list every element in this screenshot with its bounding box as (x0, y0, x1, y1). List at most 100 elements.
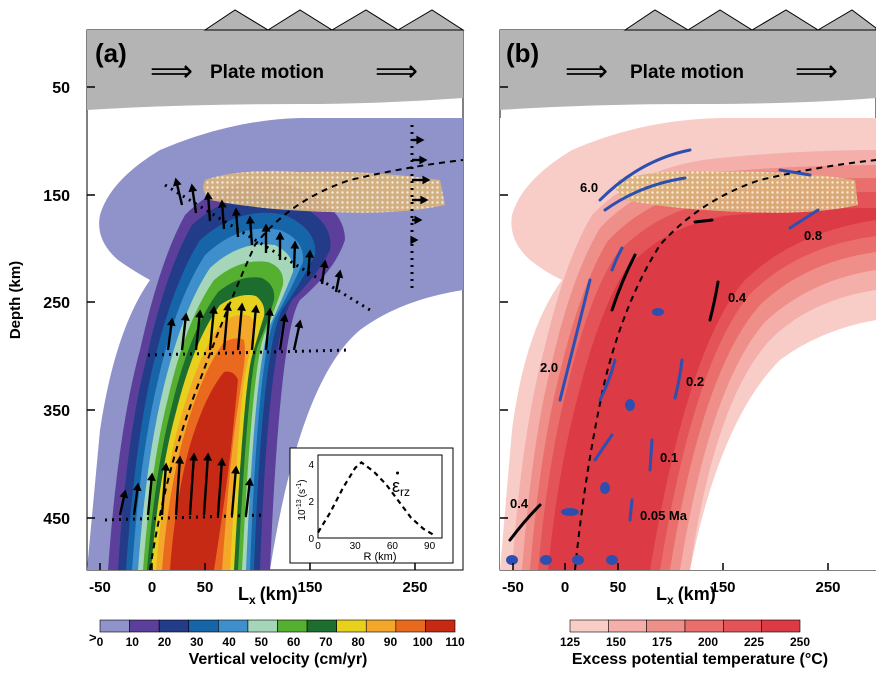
colorbar-swatch (365, 619, 397, 633)
contour-label-0-2: 0.2 (686, 374, 704, 389)
contour-label-0-05: 0.05 Ma (640, 508, 688, 523)
colorbar-swatch (608, 619, 647, 633)
velocity-arrowhead (251, 304, 260, 313)
velocity-arrowhead (420, 195, 429, 205)
velocity-arrowhead (166, 317, 176, 327)
y-tick-label: 450 (43, 511, 70, 528)
velocity-arrow (188, 454, 196, 516)
panel-b-black-isochrons (508, 218, 720, 542)
velocity-arrowhead (290, 240, 300, 249)
x-tick-label: -50 (502, 579, 524, 596)
colorbar-tick: 60 (287, 635, 301, 649)
y-axis-title: Depth (km) (7, 261, 24, 339)
contour-label-2-0: 2.0 (540, 360, 558, 375)
velocity-arrowhead (246, 215, 255, 224)
colorbar-tick: 125 (560, 635, 580, 649)
colorbar-swatch (158, 619, 190, 633)
temperature-colorbar: 125 150 175 200 225 250 Excess potential temp… (560, 619, 828, 668)
panel-a-label: (a) (95, 38, 127, 68)
panel-b-plume-axis (574, 159, 876, 570)
inset-x-tick: 0 (315, 541, 321, 552)
panel-b-plate-motion-arrow-left: ⟹ (565, 55, 608, 88)
inset-frame (289, 447, 454, 564)
velocity-arrowhead (416, 135, 425, 145)
velocity-arrowhead (189, 452, 199, 461)
inset-x-tick: 90 (424, 541, 436, 552)
velocity-arrow (180, 314, 188, 351)
colorbar-tick: 200 (698, 635, 718, 649)
inset-ticks: 0 2 4 0 30 60 90 (308, 460, 435, 552)
velocity-arrow (194, 311, 202, 351)
colorbar-tick: 100 (413, 635, 433, 649)
colorbar-tick: 175 (652, 635, 672, 649)
inset-strain-rate-curve (317, 460, 437, 538)
y-tick-label: 350 (43, 403, 70, 420)
x-tick-label: 250 (402, 579, 427, 596)
panel-b-plate (500, 30, 876, 110)
colorbar-swatch (277, 619, 308, 633)
colorbar-swatch (646, 619, 686, 633)
velocity-arrowhead (244, 477, 254, 487)
velocity-arrow (222, 304, 230, 351)
velocity-arrow (216, 459, 224, 516)
velocity-colorbar-title: Vertical velocity (cm/yr) (189, 651, 368, 668)
velocity-arrow (244, 479, 252, 516)
velocity-arrowhead (319, 259, 329, 269)
panel-a-plate-motion-arrow-right: ⟹ (375, 55, 418, 88)
panel-a-plate-motion-arrow-left: ⟹ (150, 55, 193, 88)
panel-b-isochrons (558, 148, 820, 522)
colorbar-swatch (188, 619, 219, 633)
velocity-arrow (236, 304, 244, 351)
colorbar-tick: 110 (445, 635, 465, 649)
velocity-colorbar: > 0 10 20 30 40 50 60 70 80 90 100 110 Vertical vel… (89, 619, 465, 668)
panel-a-ridge-triangles (203, 9, 465, 31)
velocity-arrowhead (203, 452, 213, 461)
panel-b-markers (506, 308, 664, 565)
colorbar-swatch (684, 619, 724, 633)
velocity-arrowhead (209, 305, 218, 314)
panel-b-plate-motion: (b) ⟹ Plate motion ⟹ (506, 38, 838, 88)
x-tick-label: 50 (197, 579, 214, 596)
colorbar-swatch (425, 619, 456, 633)
contour-label-0-1: 0.1 (660, 450, 678, 465)
panel-a-plate-motion-label: Plate motion (210, 62, 324, 83)
velocity-arrow (264, 309, 272, 351)
colorbar-swatch (336, 619, 367, 633)
colorbar-tick: 20 (158, 635, 172, 649)
colorbar-swatch (723, 619, 762, 633)
colorbar-swatch (761, 619, 801, 633)
panel-a-y-ticks: 50 150 250 350 450 (43, 80, 95, 528)
colorbar-tick: 150 (606, 635, 626, 649)
contour-label-0-4: 0.4 (728, 290, 747, 305)
inset-curve-label-dot (396, 471, 399, 475)
y-tick-label: 50 (52, 80, 70, 97)
colorbar-tick: 250 (790, 635, 810, 649)
panel-b-y-ticks (500, 86, 508, 519)
contour-label-0-8: 0.8 (804, 228, 822, 243)
x-tick-label: 0 (561, 579, 569, 596)
velocity-arrowhead (294, 319, 304, 329)
velocity-arrowhead (275, 231, 285, 240)
y-tick-label: 150 (43, 188, 70, 205)
x-tick-label: 150 (297, 579, 322, 596)
panel-a-x-ticks: -50 0 50 150 250 (89, 563, 428, 596)
panel-a-x-axis-label: Lx (km) (238, 584, 298, 607)
velocity-arrowhead (217, 457, 227, 466)
velocity-arrowhead (305, 249, 314, 258)
velocity-arrowhead (188, 183, 198, 193)
velocity-arrowhead (265, 307, 274, 316)
velocity-arrow (230, 467, 238, 516)
colorbar-swatch (569, 619, 609, 633)
panel-a-velocity-arrows (118, 135, 431, 516)
colorbar-tick: 40 (222, 635, 236, 649)
inset-x-label: R (km) (364, 551, 397, 563)
panel-a-plume-axis (149, 159, 463, 570)
velocity-arrowhead (422, 175, 431, 185)
inset-y-tick: 4 (308, 460, 314, 471)
y-tick-label: 250 (43, 295, 70, 312)
velocity-arrowhead (132, 482, 142, 492)
velocity-arrowhead (218, 199, 227, 208)
velocity-arrowhead (147, 472, 156, 481)
inset-x-tick: 60 (387, 541, 399, 552)
